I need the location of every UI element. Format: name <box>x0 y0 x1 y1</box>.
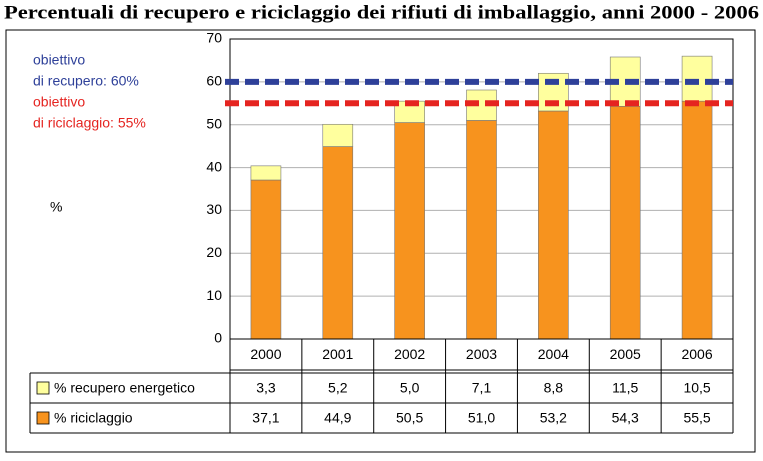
table-value: 37,1 <box>252 410 279 426</box>
legend-label: % recupero energetico <box>54 380 195 396</box>
y-axis-label: % <box>50 199 62 215</box>
y-tick-label: 20 <box>206 244 222 260</box>
bar-segment <box>250 165 282 181</box>
y-tick-label: 10 <box>206 287 222 303</box>
bar-segment <box>681 55 713 102</box>
bar-segment <box>681 100 713 340</box>
table-value: 7,1 <box>472 380 492 396</box>
y-tick-label: 70 <box>206 30 222 46</box>
y-tick-label: 0 <box>214 330 222 346</box>
reference-label: obiettivo <box>33 94 85 110</box>
x-tick-label: 2002 <box>394 346 425 362</box>
bar-segment <box>466 120 497 340</box>
y-tick-label: 60 <box>206 73 222 89</box>
y-tick-label: 40 <box>206 158 222 174</box>
bar-segment <box>538 110 569 340</box>
bar-segment <box>394 122 425 340</box>
table-value: 5,2 <box>328 380 348 396</box>
table-value: 54,3 <box>612 410 639 426</box>
frame <box>5 29 756 453</box>
bar-segment <box>322 123 354 147</box>
table-value: 51,0 <box>468 410 495 426</box>
legend-swatch <box>36 381 50 395</box>
y-tick-label: 30 <box>206 201 222 217</box>
reference-label: di recupero: 60% <box>33 73 139 89</box>
y-tick-label: 50 <box>206 115 222 131</box>
table-value: 55,5 <box>683 410 710 426</box>
reference-label: di riciclaggio: 55% <box>33 115 146 131</box>
table-value: 11,5 <box>612 380 638 396</box>
bar-segment <box>322 146 354 340</box>
table-value: 10,5 <box>683 380 710 396</box>
plot-border <box>229 38 734 340</box>
bar-segment <box>250 179 282 340</box>
table-value: 3,3 <box>256 380 276 396</box>
x-tick-label: 2000 <box>250 346 281 362</box>
table-value: 53,2 <box>540 410 567 426</box>
table-value: 8,8 <box>544 380 564 396</box>
x-tick-label: 2004 <box>538 346 569 362</box>
table-value: 50,5 <box>396 410 423 426</box>
x-tick-label: 2003 <box>466 346 497 362</box>
chart-title: Percentuali di recupero e riciclaggio de… <box>4 2 759 23</box>
table-value: 5,0 <box>400 380 420 396</box>
bar-segment <box>609 105 641 340</box>
x-tick-label: 2001 <box>322 346 353 362</box>
x-tick-label: 2006 <box>681 346 712 362</box>
legend-swatch <box>36 411 50 425</box>
legend-label: % riciclaggio <box>54 410 133 426</box>
x-tick-label: 2005 <box>610 346 641 362</box>
reference-label: obiettivo <box>33 52 85 68</box>
table-value: 44,9 <box>324 410 351 426</box>
